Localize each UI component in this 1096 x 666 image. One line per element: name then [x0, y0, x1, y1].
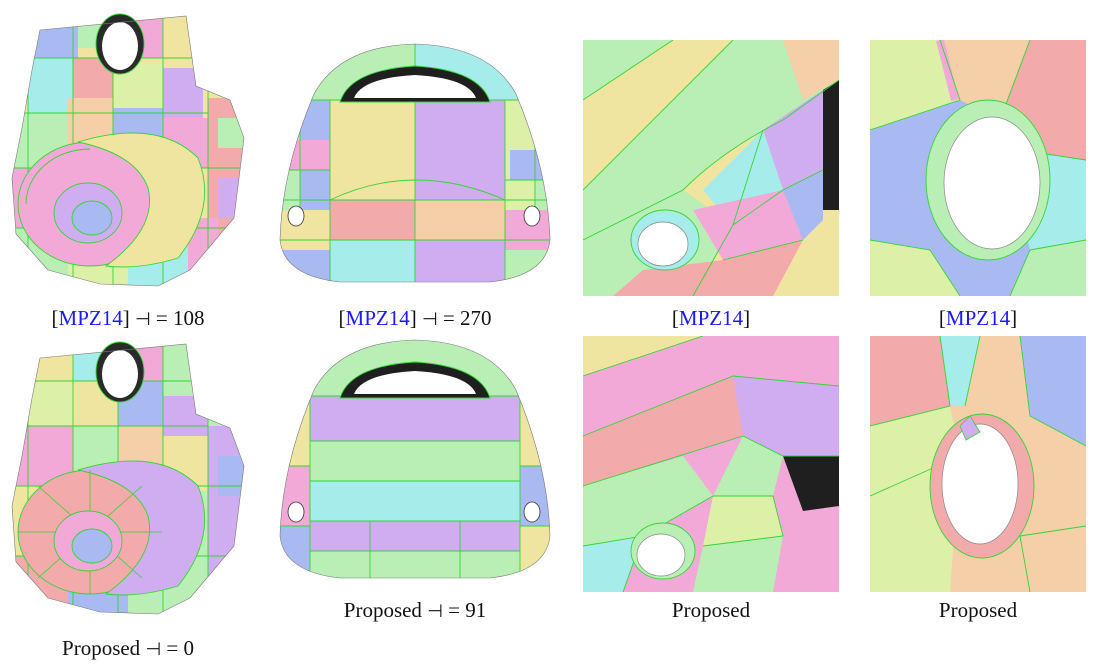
caption-value: = 0	[166, 636, 194, 660]
hole-closeup-mpz14-render	[870, 40, 1086, 296]
caption-r2c2: Proposed ⊣ = 91	[270, 598, 560, 623]
closeup-proposed-render	[583, 336, 839, 592]
citation-link[interactable]: MPZ14	[345, 306, 410, 330]
method-label: Proposed	[62, 636, 141, 660]
method-label: Proposed	[938, 598, 1018, 622]
tack-symbol: ⊣	[421, 309, 438, 330]
caption-r2c3: Proposed	[583, 598, 839, 623]
caption-value: = 91	[448, 598, 487, 622]
beetle-car-proposed-render	[270, 336, 560, 581]
method-label: Proposed	[343, 598, 422, 622]
hole-closeup-proposed-render	[870, 336, 1086, 592]
tack-symbol: ⊣	[427, 601, 443, 622]
citation-link[interactable]: MPZ14	[58, 306, 123, 330]
caption-r2c4: Proposed	[870, 598, 1086, 623]
method-label: Proposed	[671, 598, 751, 622]
beetle-car-mpz14-render	[270, 40, 560, 285]
caption-r1c3: [MPZ14]	[671, 306, 751, 330]
caption-r1c1: [MPZ14] ⊣ = 108	[51, 306, 205, 330]
caption-r2c1: Proposed ⊣ = 0	[8, 636, 248, 661]
tack-symbol: ⊣	[145, 639, 162, 660]
caption-r1c2: [MPZ14] ⊣ = 270	[338, 306, 492, 330]
caption-r1c4: [MPZ14]	[938, 306, 1018, 330]
mechanical-part-proposed-render	[8, 336, 248, 618]
caption-value: = 108	[155, 306, 205, 330]
caption-value: = 270	[442, 306, 492, 330]
mechanical-part-mpz14-render	[8, 8, 248, 290]
tack-symbol: ⊣	[134, 309, 151, 330]
citation-link[interactable]: MPZ14	[678, 306, 744, 330]
closeup-mpz14-render	[583, 40, 839, 296]
citation-link[interactable]: MPZ14	[945, 306, 1011, 330]
